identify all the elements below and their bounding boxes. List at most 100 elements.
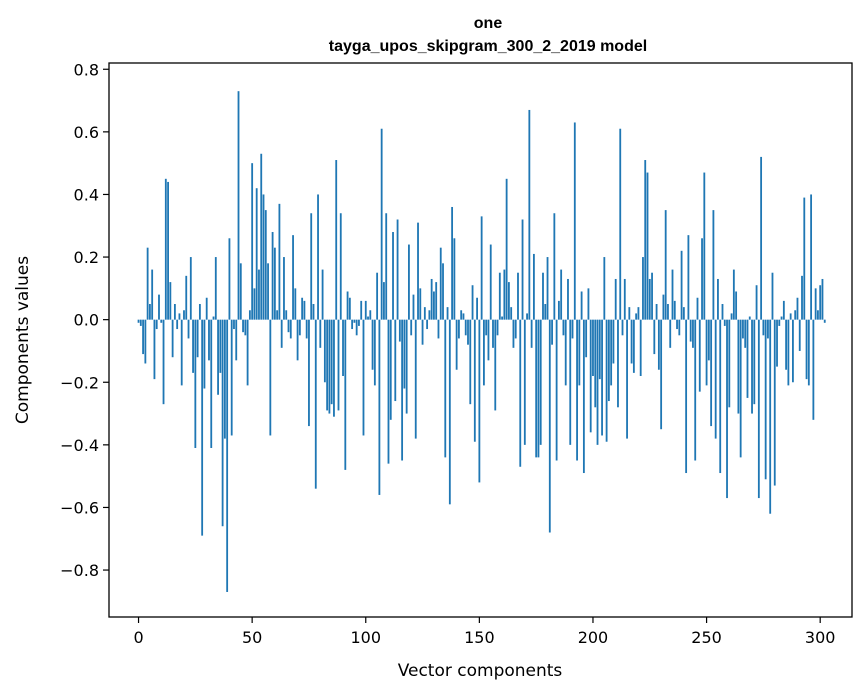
bar (330, 319, 333, 405)
bar (448, 319, 451, 505)
bar (557, 300, 560, 320)
bar (748, 316, 751, 320)
bar (253, 288, 256, 320)
bar (598, 319, 601, 380)
x-tick-label: 50 (242, 628, 262, 647)
bar (383, 282, 385, 320)
bar (164, 178, 167, 320)
bar (685, 319, 688, 474)
bar (155, 319, 158, 330)
bar (464, 319, 467, 336)
bar (194, 319, 197, 448)
bar (789, 313, 792, 320)
bar (607, 319, 610, 402)
bar (223, 319, 226, 439)
bar (483, 319, 485, 386)
bar (569, 319, 572, 445)
bar (158, 294, 160, 320)
bar (217, 319, 219, 395)
bar (517, 272, 519, 320)
bar (489, 244, 492, 320)
bar (632, 319, 635, 373)
bar (780, 316, 783, 320)
bar (803, 197, 806, 320)
bar (714, 319, 717, 439)
bar (821, 278, 824, 320)
bar (639, 319, 642, 376)
bar (160, 319, 163, 323)
x-tick-label: 200 (578, 628, 609, 647)
x-tick-label: 100 (350, 628, 381, 647)
bar (571, 319, 574, 339)
bar (355, 319, 358, 336)
bar (396, 219, 399, 320)
bar (312, 304, 315, 320)
bar (521, 219, 524, 320)
bar (187, 319, 190, 339)
bar (242, 319, 244, 333)
bar (580, 291, 583, 320)
bar (139, 319, 142, 326)
bar (303, 300, 306, 320)
bar (564, 319, 567, 386)
bar (807, 319, 810, 386)
bar (351, 319, 354, 330)
bar (410, 319, 413, 336)
bar (221, 319, 224, 527)
bar (408, 244, 410, 320)
bar (546, 257, 549, 320)
bar (178, 313, 181, 320)
bar (621, 319, 624, 336)
bar (335, 160, 338, 320)
bar (289, 319, 292, 339)
bar (573, 122, 576, 320)
bar (751, 319, 753, 414)
bar (682, 307, 685, 320)
bar (617, 319, 619, 408)
bar (764, 319, 767, 480)
bar (485, 319, 488, 336)
bar (635, 313, 638, 320)
bar (196, 319, 199, 358)
bar (637, 307, 640, 320)
bar (451, 206, 454, 320)
x-axis-ticks: 0 50 100 150 200 250 300 (133, 617, 835, 647)
bar (458, 319, 460, 339)
bar (578, 319, 581, 386)
bar (167, 181, 169, 320)
bar (689, 319, 692, 342)
bar (628, 307, 631, 320)
bar (380, 128, 383, 320)
bar (696, 297, 699, 320)
bar (555, 319, 558, 461)
bar (469, 319, 472, 405)
bar (710, 319, 713, 427)
bar (339, 213, 342, 320)
bar (337, 319, 340, 411)
bar (587, 288, 590, 320)
bar (796, 297, 799, 320)
bar (646, 172, 649, 320)
bar (667, 304, 669, 320)
bar (773, 319, 776, 486)
bar (430, 278, 433, 320)
bar (453, 238, 456, 320)
bar (642, 257, 644, 320)
bar (494, 319, 497, 411)
bar (373, 319, 376, 386)
bar (787, 319, 790, 386)
bar (210, 319, 213, 448)
bar (648, 278, 651, 320)
bar (767, 319, 769, 339)
bar (614, 278, 617, 320)
bar (537, 319, 540, 458)
bar (276, 310, 279, 320)
bar (267, 263, 269, 320)
bar (473, 319, 476, 442)
bar (478, 319, 481, 483)
bar (823, 319, 826, 323)
bar (310, 213, 313, 320)
bar (505, 178, 508, 320)
bar (317, 194, 319, 320)
bar (551, 319, 553, 345)
